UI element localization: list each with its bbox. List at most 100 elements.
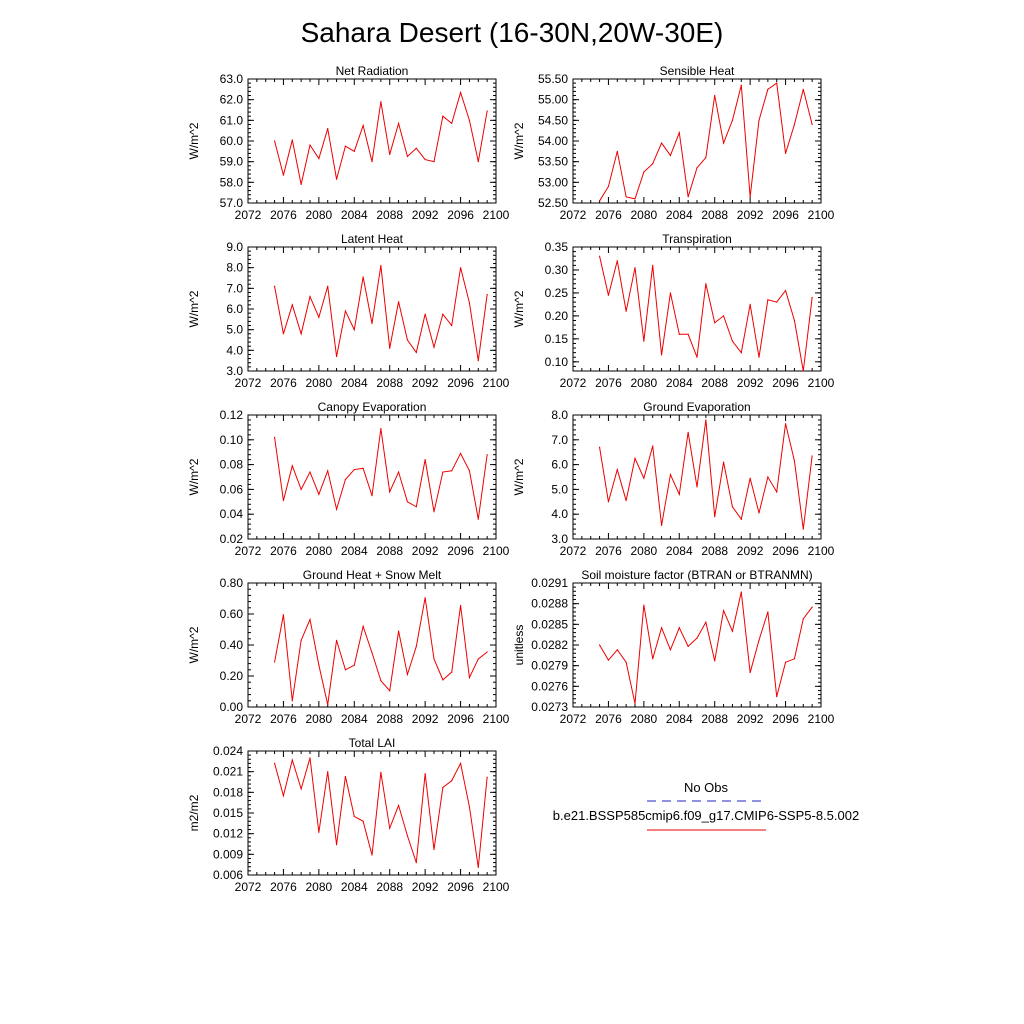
panel-title: Ground Heat + Snow Melt [303,568,442,582]
data-point [335,844,338,846]
y-axis-label: unitless [512,625,526,666]
data-point [634,457,636,459]
panel-title: Latent Heat [341,232,404,246]
x-tick-label: 2096 [772,544,799,558]
y-axis-label: W/m^2 [187,122,201,159]
data-point [433,161,435,163]
data-point [468,470,471,472]
data-point [282,174,285,176]
data-point [353,664,355,666]
x-tick-label: 2092 [737,544,764,558]
data-point [793,123,796,126]
data-point [714,94,716,97]
y-tick-label: 57.0 [220,196,244,210]
data-point [415,645,417,648]
data-point [477,360,479,362]
y-tick-label: 0.40 [220,638,244,652]
x-tick-label: 2088 [701,712,728,726]
data-point [433,511,435,513]
data-point [380,428,382,430]
data-point [300,488,302,490]
data-point [451,122,453,125]
data-point [643,604,645,606]
y-tick-label: 0.0291 [531,576,568,590]
y-tick-label: 0.021 [213,765,243,779]
x-tick-label: 2092 [412,544,439,558]
data-point [705,283,707,285]
data-point [344,478,347,481]
data-point [344,145,347,147]
data-point [468,806,471,808]
data-point [687,431,689,433]
data-point [776,301,778,303]
y-tick-label: 0.06 [220,482,244,496]
data-point [607,659,610,661]
y-tick-label: 8.0 [226,261,243,275]
data-point [442,679,444,681]
data-point [687,196,689,198]
plot-frame [572,246,822,372]
data-point [486,110,488,112]
data-point [406,501,409,503]
data-point [424,159,426,161]
data-point [442,471,444,473]
x-tick-label: 2076 [595,712,622,726]
data-point [433,658,435,660]
x-tick-label: 2076 [270,544,297,558]
data-point [389,491,391,493]
data-point [433,848,435,851]
panel-transpiration: Transpiration 2072 2076 2080 2084 2088 2092 209… [512,232,835,390]
data-point [300,639,302,641]
data-point [380,101,382,103]
data-point [415,862,417,864]
data-point [731,340,734,342]
data-point [406,155,409,158]
x-tick-label: 2072 [560,712,587,726]
data-point [784,423,787,425]
data-point [776,82,778,84]
x-tick-label: 2088 [376,376,403,390]
data-point [371,161,373,163]
data-point [424,459,426,461]
data-point [696,356,698,358]
data-point [696,486,698,488]
data-point [318,493,320,495]
y-tick-label: 0.12 [220,408,244,422]
panel-canopy-evaporation: Canopy Evaporation 2072 2076 2080 2084 2088 20… [187,400,510,558]
panel-title: Transpiration [662,232,732,246]
x-tick-label: 2080 [631,712,658,726]
data-point [273,436,276,438]
data-point [678,493,680,495]
data-point [767,476,769,478]
panel-total-lai: Total LAI 2072 2076 2080 2084 2088 2092 2096 210… [187,736,510,894]
x-tick-label: 2100 [808,544,835,558]
x-tick-label: 2092 [412,880,439,894]
data-point [776,491,778,493]
data-point [371,854,373,856]
x-tick-label: 2096 [772,376,799,390]
y-tick-label: 61.0 [220,113,244,127]
data-point [625,310,627,312]
y-tick-label: 0.018 [213,785,243,799]
x-tick-label: 2092 [737,376,764,390]
data-point [309,471,311,473]
data-point [811,123,813,126]
data-point [468,119,471,121]
data-point [776,696,778,698]
x-tick-label: 2084 [666,544,693,558]
panel-soil-moisture-factor-btran-or-btranmn: Soil moisture factor (BTRAN or BTRANMN) 2… [512,568,835,726]
x-tick-label: 2088 [376,544,403,558]
data-point [291,700,293,702]
figure-title: Sahara Desert (16-30N,20W-30E) [301,17,724,48]
y-tick-label: 58.0 [220,175,244,189]
data-point [486,776,488,778]
data-point [442,313,444,315]
data-point [669,649,672,651]
panel-title: Ground Evaporation [643,400,750,414]
data-point [722,609,725,612]
data-point [424,597,426,599]
x-tick-label: 2080 [306,376,333,390]
data-point [652,445,654,447]
x-tick-label: 2084 [341,880,368,894]
